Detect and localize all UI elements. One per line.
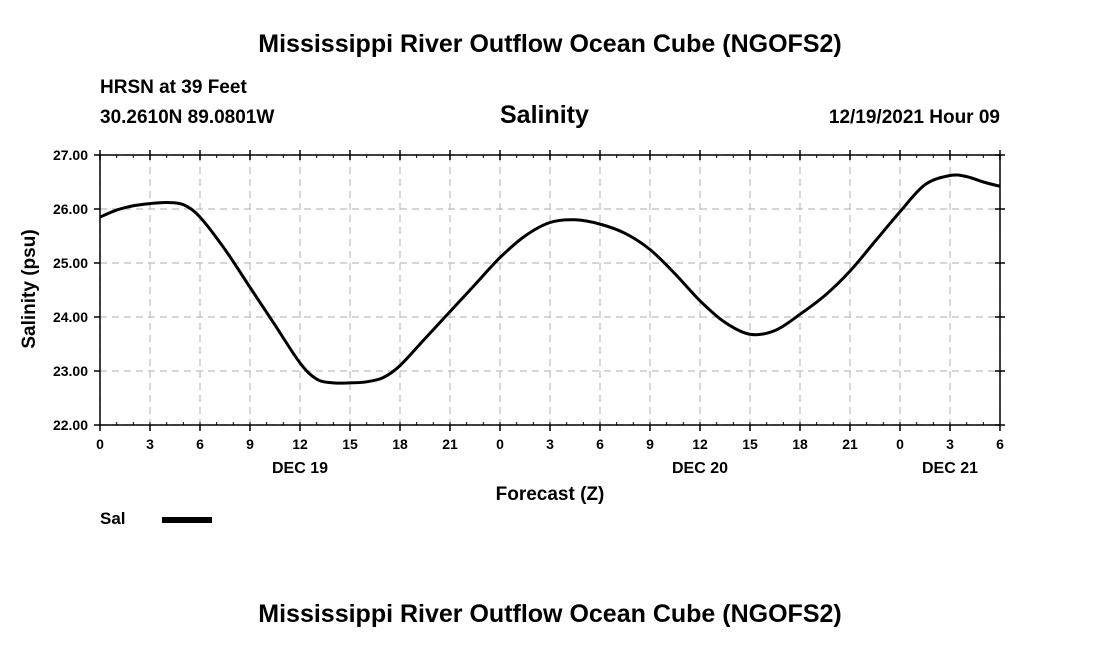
x-tick-label: 3 [946, 436, 954, 452]
grid-lines [99, 154, 1001, 426]
forecast-datetime: 12/19/2021 Hour 09 [828, 107, 1000, 128]
axis-ticks: 22.00 23.00 24.00 25.00 26.00 27.00 0 3 6 9 12 15 18… [53, 147, 1005, 477]
figure-title-bottom: Mississippi River Outflow Ocean Cube (NG… [258, 600, 842, 628]
day-label: DEC 20 [672, 460, 728, 477]
x-tick-label: 6 [196, 436, 204, 452]
y-tick-label: 24.00 [53, 309, 88, 325]
x-tick-label: 0 [496, 436, 504, 452]
legend-label: Sal [100, 509, 126, 528]
series-layer [99, 173, 1001, 385]
x-tick-label: 12 [692, 436, 708, 452]
y-axis-title: Salinity (psu) [19, 229, 40, 348]
x-tick-label: 3 [546, 436, 554, 452]
chart-title: Salinity [500, 101, 589, 129]
y-tick-label: 22.00 [53, 417, 88, 433]
station-coordinates: 30.2610N 89.0801W [100, 107, 275, 128]
x-tick-label: 6 [996, 436, 1004, 452]
y-tick-label: 27.00 [53, 147, 88, 163]
x-tick-label: 18 [392, 436, 408, 452]
station-label: HRSN at 39 Feet [100, 77, 247, 98]
x-tick-label: 0 [896, 436, 904, 452]
y-tick-label: 26.00 [53, 201, 88, 217]
series-line-sal [99, 173, 1001, 385]
y-tick-label: 23.00 [53, 363, 88, 379]
x-tick-label: 18 [792, 436, 808, 452]
x-tick-label: 21 [842, 436, 858, 452]
x-tick-label: 9 [646, 436, 654, 452]
x-tick-label: 3 [146, 436, 154, 452]
x-tick-label: 9 [246, 436, 254, 452]
x-tick-label: 0 [96, 436, 104, 452]
x-tick-label: 12 [292, 436, 308, 452]
legend-line-swatch [162, 517, 212, 523]
x-tick-label: 21 [442, 436, 458, 452]
y-tick-label: 25.00 [53, 255, 88, 271]
day-label: DEC 19 [272, 460, 328, 477]
x-tick-label: 15 [742, 436, 758, 452]
x-tick-label: 6 [596, 436, 604, 452]
x-axis-title: Forecast (Z) [496, 484, 605, 505]
x-tick-label: 15 [342, 436, 358, 452]
figure-title-top: Mississippi River Outflow Ocean Cube (NG… [258, 30, 842, 58]
day-label: DEC 21 [922, 460, 978, 477]
